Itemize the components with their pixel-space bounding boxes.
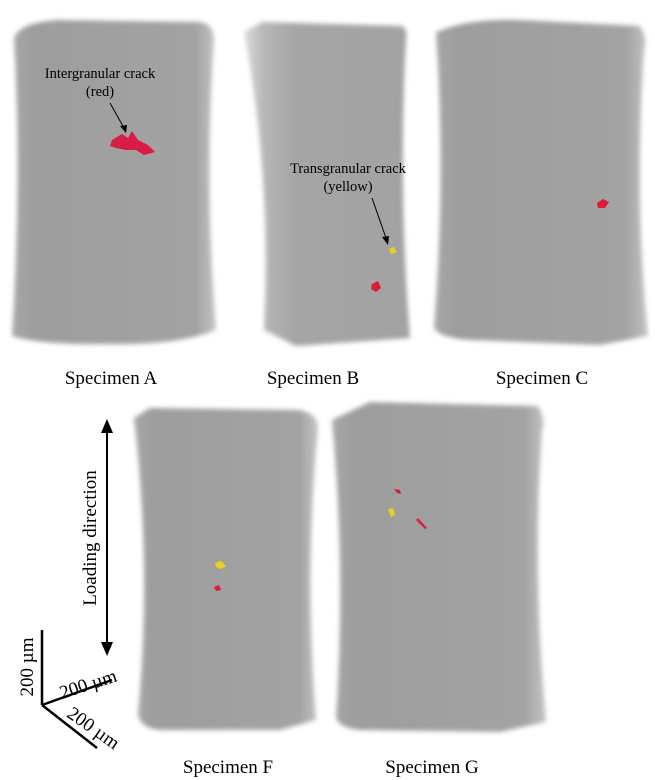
specimen-label: Specimen F bbox=[183, 757, 273, 778]
loading-direction: Loading direction bbox=[80, 470, 101, 606]
specimen-label: Specimen C bbox=[496, 368, 588, 389]
specimen-c-volume bbox=[434, 20, 648, 345]
annotation: Intergranular crack bbox=[45, 66, 156, 82]
scale-label: 200 µm bbox=[57, 666, 120, 704]
annotation: (yellow) bbox=[323, 179, 372, 195]
annotation: (red) bbox=[86, 84, 114, 100]
scale-label: 200 µm bbox=[17, 637, 38, 696]
specimen-label: Specimen G bbox=[385, 757, 479, 778]
figure: Intergranular crack (red) Transgranular … bbox=[0, 0, 655, 780]
specimen-g-volume bbox=[332, 402, 546, 732]
annotation: Transgranular crack bbox=[290, 161, 407, 177]
specimen-f-volume bbox=[134, 408, 318, 730]
specimen-label: Specimen B bbox=[267, 368, 359, 389]
specimen-label: Specimen A bbox=[65, 368, 158, 389]
